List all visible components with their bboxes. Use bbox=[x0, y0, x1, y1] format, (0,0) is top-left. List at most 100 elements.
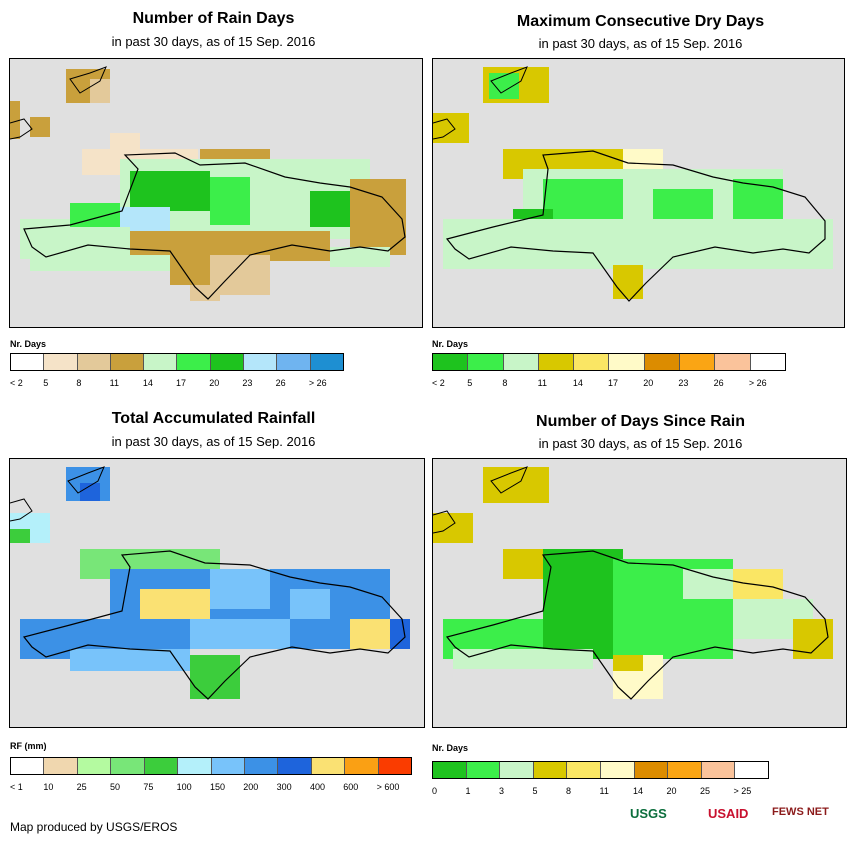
fewsnet-logo: FEWS NET bbox=[772, 806, 829, 818]
legend-bar bbox=[10, 353, 344, 371]
legend-label: 23 bbox=[678, 378, 689, 388]
legend-swatch bbox=[680, 354, 716, 370]
legend-swatch bbox=[244, 758, 279, 774]
legend-ticks: < 1 10 25 50 75 100 150 200 300 400 600 > 600 bbox=[10, 782, 410, 792]
panel-subtitle: in past 30 days, as of 15 Sep. 2016 bbox=[538, 36, 743, 51]
coastline bbox=[69, 66, 107, 94]
map-cell bbox=[613, 265, 643, 299]
legend-label: 5 bbox=[467, 378, 473, 388]
panel-subtitle: in past 30 days, as of 15 Sep. 2016 bbox=[538, 436, 743, 451]
legend-label: < 1 bbox=[10, 782, 23, 792]
panel-subtitle: in past 30 days, as of 15 Sep. 2016 bbox=[111, 34, 316, 49]
panel-title: Number of Rain Days bbox=[132, 10, 295, 27]
map-total-rainfall bbox=[9, 458, 425, 728]
coastline bbox=[445, 150, 826, 302]
panel-title: Number of Days Since Rain bbox=[536, 413, 745, 430]
legend-label: 11 bbox=[537, 378, 547, 388]
map-cell bbox=[330, 247, 390, 267]
legend-swatch bbox=[345, 758, 379, 774]
legend-label: 200 bbox=[243, 782, 259, 792]
map-cell bbox=[793, 619, 833, 659]
legend-swatch bbox=[77, 354, 111, 370]
legend-label: > 25 bbox=[733, 786, 752, 796]
legend-swatch bbox=[110, 354, 145, 370]
legend-swatch bbox=[278, 758, 312, 774]
coastline bbox=[10, 118, 33, 140]
legend-swatch bbox=[44, 354, 78, 370]
map-canvas bbox=[433, 466, 833, 700]
map-cell bbox=[623, 149, 663, 169]
map-cell bbox=[80, 483, 100, 501]
legend-ticks: 0 1 3 5 8 11 14 20 25 > 25 bbox=[432, 786, 767, 796]
legend-label: < 2 bbox=[10, 378, 23, 388]
map-cell bbox=[290, 589, 330, 619]
legend-label: > 26 bbox=[308, 378, 327, 388]
map-cell bbox=[543, 549, 623, 659]
map-cell bbox=[483, 467, 549, 503]
legend-label: 50 bbox=[109, 782, 120, 792]
panel-title: Total Accumulated Rainfall bbox=[111, 410, 316, 427]
legend-label: 20 bbox=[643, 378, 654, 388]
legend-swatch bbox=[178, 758, 212, 774]
legend-label: 8 bbox=[502, 378, 508, 388]
legend-swatch bbox=[668, 762, 702, 778]
legend-label: > 600 bbox=[376, 782, 400, 792]
map-cell bbox=[453, 649, 593, 669]
legend-swatch bbox=[701, 762, 736, 778]
legend-label: 5 bbox=[532, 786, 538, 796]
map-cell bbox=[90, 79, 110, 103]
legend-swatch bbox=[177, 354, 211, 370]
legend-swatch bbox=[533, 762, 568, 778]
map-max-dry-days bbox=[432, 58, 845, 328]
legend-swatch bbox=[77, 758, 112, 774]
map-cell bbox=[390, 619, 410, 649]
legend-label: 600 bbox=[343, 782, 359, 792]
coastline bbox=[22, 550, 406, 700]
legend-swatch bbox=[210, 354, 245, 370]
map-cell bbox=[10, 529, 30, 543]
legend-swatch bbox=[644, 354, 681, 370]
coastline bbox=[23, 152, 406, 300]
legend-swatch bbox=[567, 762, 601, 778]
legend-swatch bbox=[433, 762, 467, 778]
legend-label: 300 bbox=[276, 782, 292, 792]
legend-swatch bbox=[574, 354, 610, 370]
legend-label: < 2 bbox=[432, 378, 445, 388]
legend-swatch bbox=[600, 762, 635, 778]
map-cell bbox=[210, 177, 250, 225]
legend-label: 26 bbox=[713, 378, 724, 388]
legend-label: 5 bbox=[43, 378, 49, 388]
coastline bbox=[433, 510, 456, 534]
legend-swatch bbox=[11, 758, 45, 774]
map-cell bbox=[10, 101, 20, 139]
coastline bbox=[490, 466, 528, 494]
map-cell bbox=[20, 219, 70, 259]
legend-label: 25 bbox=[700, 786, 711, 796]
map-cell bbox=[613, 655, 643, 671]
legend-label: 14 bbox=[142, 378, 153, 388]
map-cell bbox=[350, 619, 390, 649]
legend-label: 10 bbox=[43, 782, 54, 792]
legend-label: 150 bbox=[209, 782, 225, 792]
legend-label: 400 bbox=[309, 782, 325, 792]
map-cell bbox=[443, 219, 833, 269]
panel-days-since-rain: Number of Days Since Rain in past 30 day… bbox=[427, 400, 854, 820]
legend-label: 14 bbox=[572, 378, 583, 388]
legend-swatch bbox=[503, 354, 539, 370]
legend-label: 8 bbox=[76, 378, 82, 388]
legend-label: 26 bbox=[275, 378, 286, 388]
legend-swatch bbox=[244, 354, 278, 370]
map-cell bbox=[30, 117, 50, 137]
legend-ticks: < 2 5 8 11 14 17 20 23 26 > 26 bbox=[432, 378, 784, 388]
legend-label: 20 bbox=[666, 786, 677, 796]
legend-label: 1 bbox=[465, 786, 471, 796]
legend-swatch bbox=[634, 762, 669, 778]
map-days-since-rain bbox=[432, 458, 847, 728]
legend-swatch bbox=[378, 758, 412, 774]
map-canvas bbox=[10, 466, 410, 700]
legend-title: RF (mm) bbox=[10, 741, 47, 751]
map-cell bbox=[653, 189, 713, 219]
panel-total-rainfall: Total Accumulated Rainfall in past 30 da… bbox=[0, 400, 427, 820]
credit-text: Map produced by USGS/EROS bbox=[10, 820, 178, 834]
legend-label: 3 bbox=[499, 786, 505, 796]
